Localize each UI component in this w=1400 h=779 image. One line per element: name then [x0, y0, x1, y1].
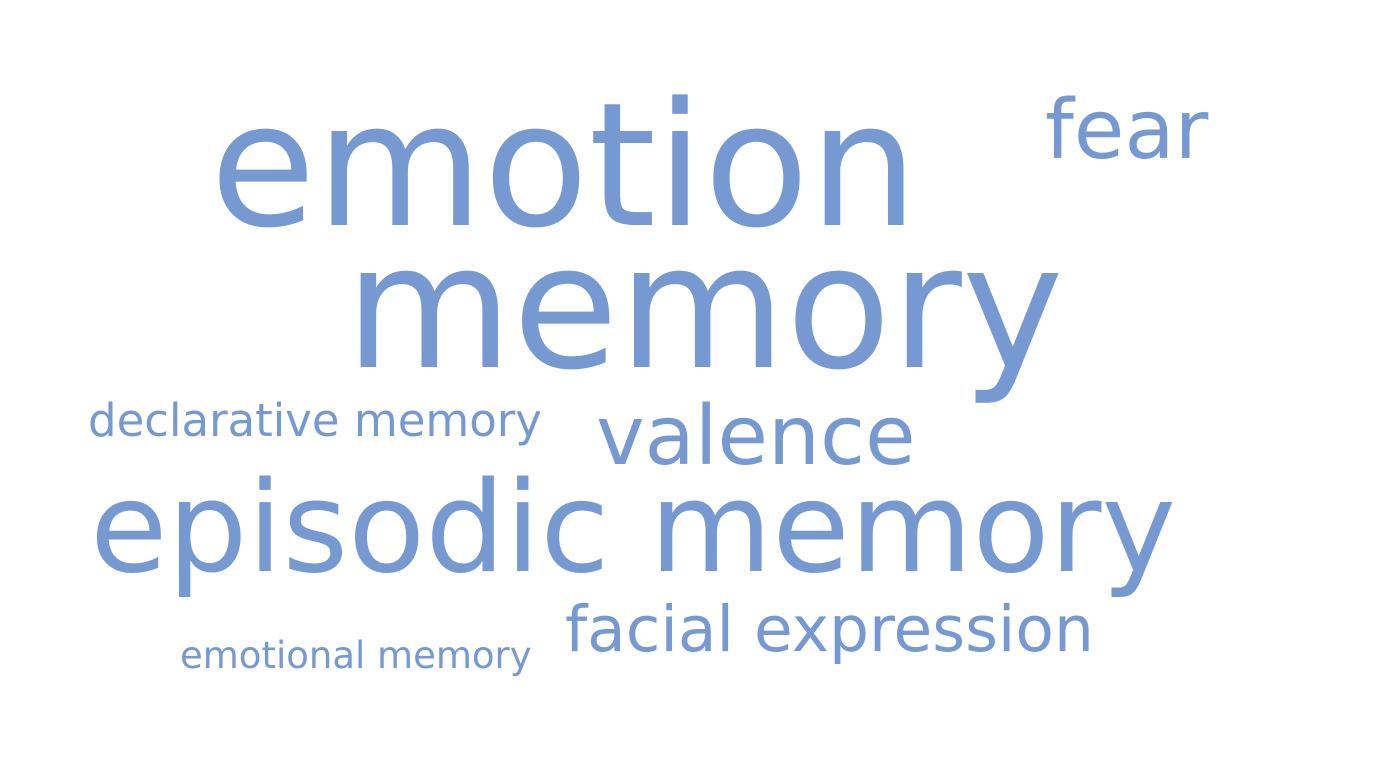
- word-fear: fear: [1045, 83, 1209, 178]
- word-emotion: emotion: [210, 65, 919, 266]
- word-emotional-memory: emotional memory: [180, 634, 532, 677]
- word-episodic-memory: episodic memory: [90, 454, 1177, 601]
- word-memory: memory: [345, 207, 1064, 408]
- word-valence: valence: [596, 389, 916, 484]
- word-facial-expression: facial expression: [565, 593, 1094, 666]
- word-declarative-memory: declarative memory: [88, 394, 542, 447]
